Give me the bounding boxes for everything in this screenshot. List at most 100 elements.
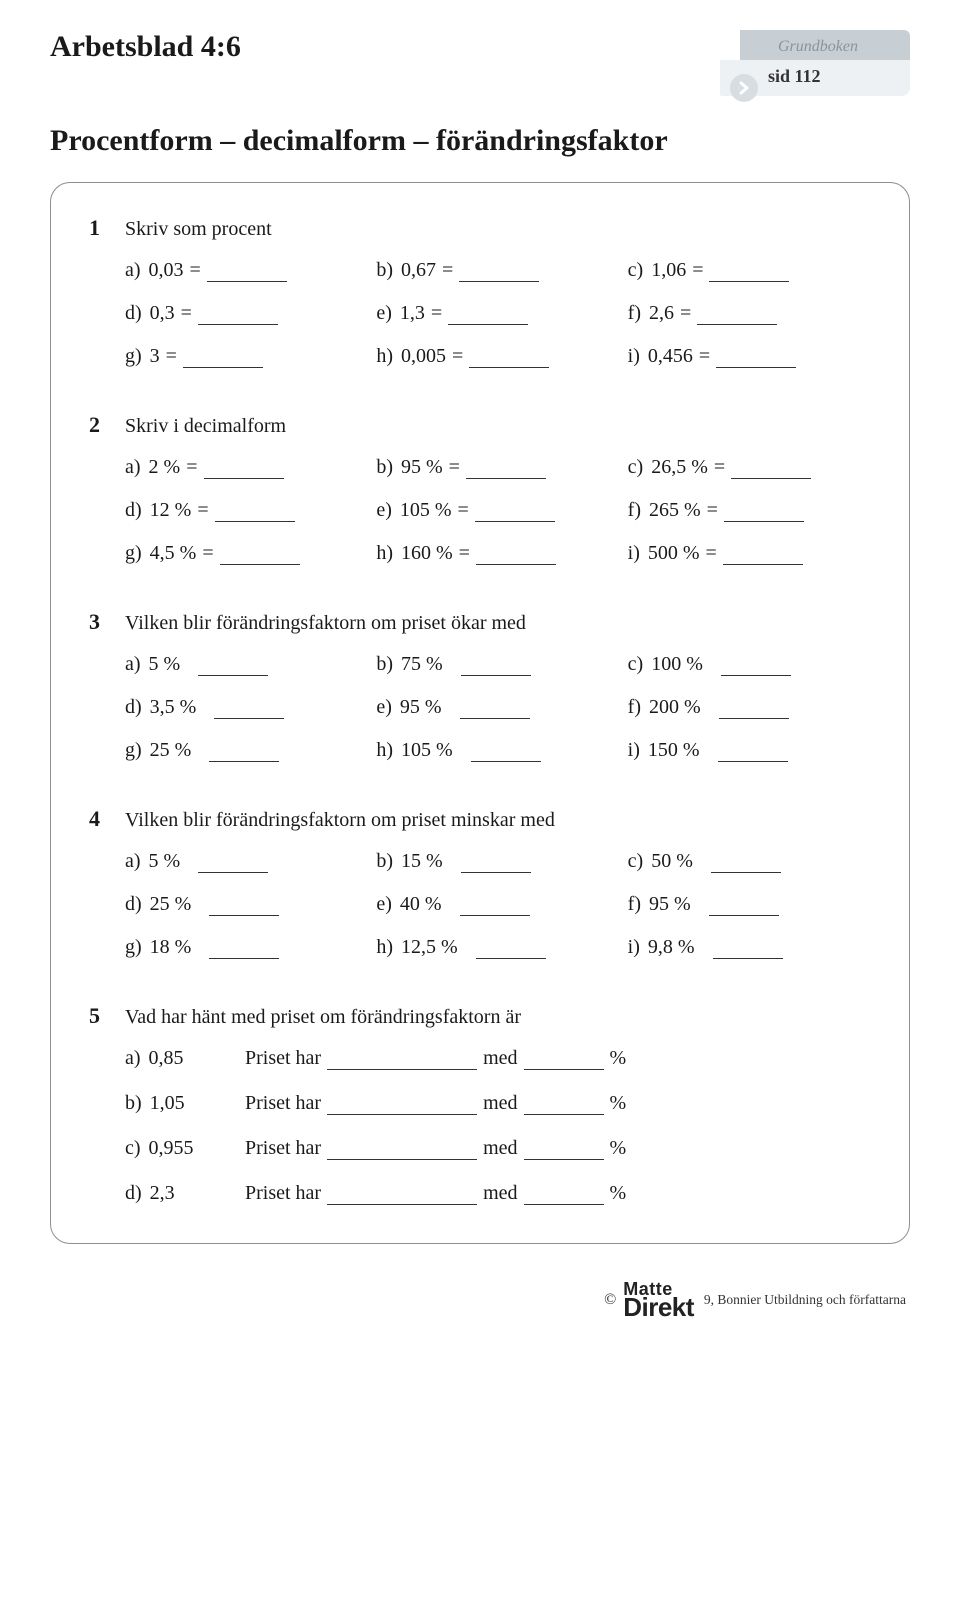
- item-label: e): [376, 302, 392, 325]
- answer-blank[interactable]: [209, 741, 279, 762]
- item-label: a): [125, 259, 141, 282]
- answer-mid: med: [483, 1182, 517, 1205]
- answer-blank[interactable]: [327, 1094, 477, 1115]
- exercise-prompt: Vilken blir förändringsfaktorn om priset…: [125, 809, 555, 832]
- exercise-number: 3: [89, 609, 111, 635]
- answer-blank[interactable]: [215, 501, 295, 522]
- answer-blank[interactable]: [198, 852, 268, 873]
- exercise-grid: a)5 %b)15 %c)50 %d)25 %e)40 %f)95 %g)18 …: [125, 850, 871, 959]
- answer-blank[interactable]: [723, 544, 803, 565]
- main-heading: Procentform – decimalform – förändringsf…: [50, 124, 910, 158]
- item-value: 0,03: [149, 259, 184, 282]
- exercise-number: 2: [89, 412, 111, 438]
- answer-blank[interactable]: [461, 852, 531, 873]
- answer-blank[interactable]: [524, 1094, 604, 1115]
- item-value: 0,005: [401, 345, 446, 368]
- item-label: f): [628, 893, 641, 916]
- answer-blank[interactable]: [460, 698, 530, 719]
- exercise-item: f)200 %: [628, 696, 871, 719]
- item-label: d): [125, 1182, 142, 1204]
- exercise-3: 3 Vilken blir förändringsfaktorn om pris…: [89, 609, 871, 762]
- answer-blank[interactable]: [204, 458, 284, 479]
- item-label: c): [125, 1137, 141, 1159]
- item-value: 0,67: [401, 259, 436, 282]
- answer-blank[interactable]: [709, 895, 779, 916]
- answer-blank[interactable]: [731, 458, 811, 479]
- item-label-value: a)0,85: [125, 1047, 245, 1070]
- percent-sign: %: [610, 1182, 627, 1205]
- item-label: c): [628, 259, 644, 282]
- exercise-2: 2 Skriv i decimalform a)2 %=b)95 %=c)26,…: [89, 412, 871, 565]
- answer-blank[interactable]: [475, 501, 555, 522]
- answer-lead: Priset har: [245, 1047, 321, 1070]
- answer-blank[interactable]: [183, 347, 263, 368]
- answer-blank[interactable]: [476, 938, 546, 959]
- item-value: 26,5 %: [651, 456, 708, 479]
- answer-blank[interactable]: [198, 304, 278, 325]
- exercise-item: g)18 %: [125, 936, 368, 959]
- item-value: 2,6: [649, 302, 674, 325]
- answer-blank[interactable]: [209, 938, 279, 959]
- answer-blank[interactable]: [207, 261, 287, 282]
- exercise-grid: a)0,03=b)0,67=c)1,06=d)0,3=e)1,3=f)2,6=g…: [125, 259, 871, 368]
- exercise-item: h)12,5 %: [376, 936, 619, 959]
- answer-blank[interactable]: [524, 1139, 604, 1160]
- answer-blank[interactable]: [721, 655, 791, 676]
- answer-blank[interactable]: [524, 1184, 604, 1205]
- exercise-item: i)500 %=: [628, 542, 871, 565]
- exercise-item: d)0,3=: [125, 302, 368, 325]
- exercise-item: a)0,85Priset harmed%: [125, 1047, 871, 1070]
- item-value: 4,5 %: [150, 542, 197, 565]
- exercise-item: a)2 %=: [125, 456, 368, 479]
- item-label: h): [376, 739, 393, 762]
- equals-sign: =: [452, 345, 463, 368]
- answer-blank[interactable]: [327, 1139, 477, 1160]
- equals-sign: =: [197, 499, 208, 522]
- item-label: b): [376, 456, 393, 479]
- answer-blank[interactable]: [469, 347, 549, 368]
- item-value: 200 %: [649, 696, 701, 719]
- answer-blank[interactable]: [697, 304, 777, 325]
- answer-blank[interactable]: [719, 698, 789, 719]
- answer-blank[interactable]: [460, 895, 530, 916]
- item-label: i): [628, 542, 640, 565]
- exercise-item: c)26,5 %=: [628, 456, 871, 479]
- answer-blank[interactable]: [711, 852, 781, 873]
- item-label: b): [376, 850, 393, 873]
- answer-blank[interactable]: [724, 501, 804, 522]
- answer-blank[interactable]: [476, 544, 556, 565]
- item-label: a): [125, 1047, 141, 1069]
- answer-blank[interactable]: [209, 895, 279, 916]
- item-label: e): [376, 893, 392, 916]
- answer-blank[interactable]: [718, 741, 788, 762]
- answer-blank[interactable]: [459, 261, 539, 282]
- answer-blank[interactable]: [214, 698, 284, 719]
- item-label: a): [125, 456, 141, 479]
- answer-blank[interactable]: [327, 1049, 477, 1070]
- equals-sign: =: [181, 302, 192, 325]
- worksheet-page: Arbetsblad 4:6 Grundboken sid 112 Procen…: [0, 0, 960, 1338]
- exercise-item: c)100 %: [628, 653, 871, 676]
- answer-blank[interactable]: [327, 1184, 477, 1205]
- exercise-item: g)25 %: [125, 739, 368, 762]
- item-value: 1,3: [400, 302, 425, 325]
- equals-sign: =: [166, 345, 177, 368]
- item-label: g): [125, 936, 142, 959]
- item-label: e): [376, 696, 392, 719]
- answer-blank[interactable]: [448, 304, 528, 325]
- answer-mid: med: [483, 1047, 517, 1070]
- exercise-prompt: Skriv som procent: [125, 218, 272, 241]
- sheet-title: Arbetsblad 4:6: [50, 30, 241, 64]
- answer-blank[interactable]: [198, 655, 268, 676]
- answer-blank[interactable]: [524, 1049, 604, 1070]
- exercise-item: f)2,6=: [628, 302, 871, 325]
- answer-blank[interactable]: [471, 741, 541, 762]
- answer-blank[interactable]: [709, 261, 789, 282]
- item-label-value: b)1,05: [125, 1092, 245, 1115]
- exercise-item: i)9,8 %: [628, 936, 871, 959]
- answer-blank[interactable]: [713, 938, 783, 959]
- answer-blank[interactable]: [466, 458, 546, 479]
- answer-blank[interactable]: [461, 655, 531, 676]
- answer-blank[interactable]: [220, 544, 300, 565]
- answer-blank[interactable]: [716, 347, 796, 368]
